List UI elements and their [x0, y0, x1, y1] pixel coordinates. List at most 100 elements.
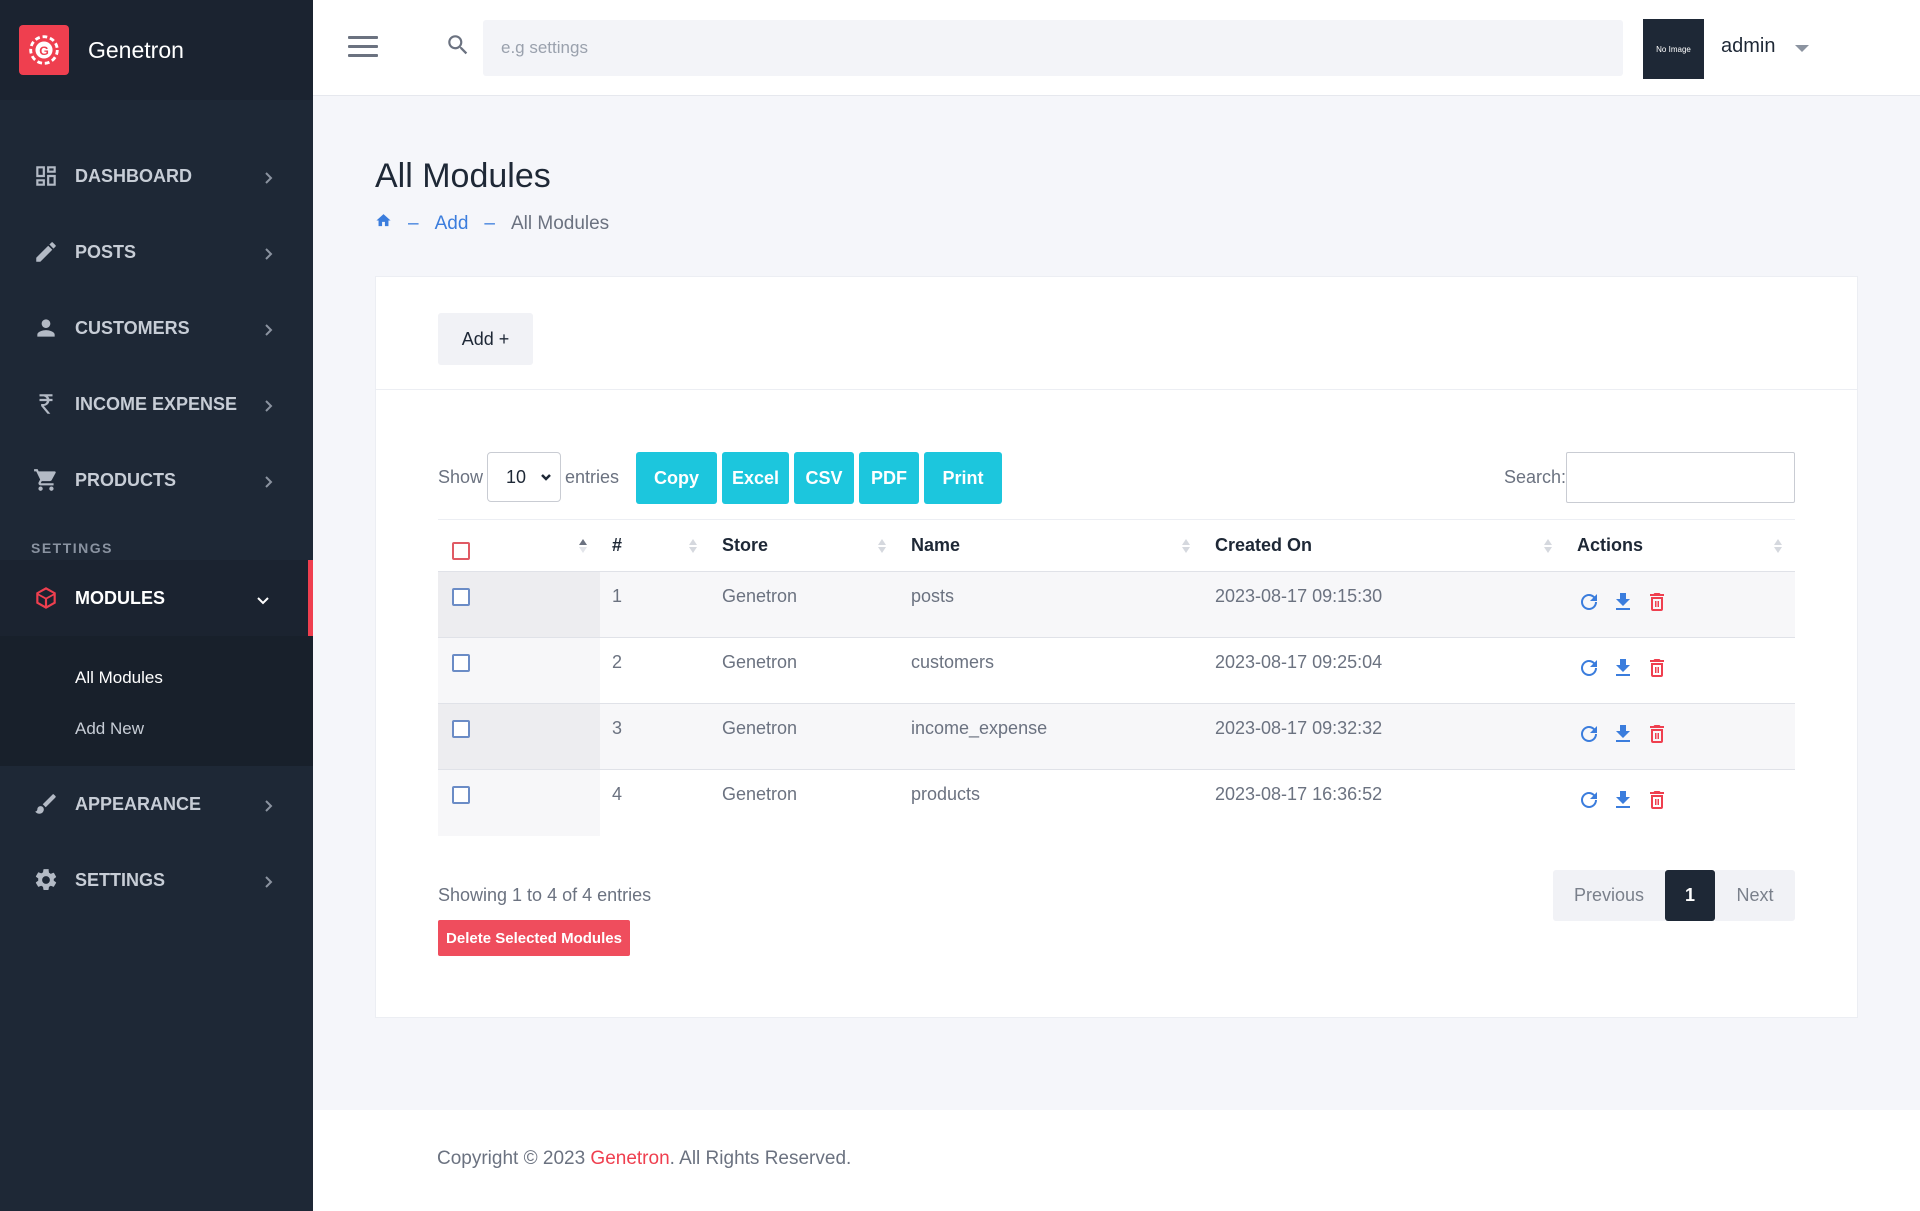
sidebar-item-income-expense[interactable]: INCOME EXPENSE	[0, 366, 313, 442]
cell-number: 3	[600, 703, 710, 770]
trash-icon[interactable]	[1645, 722, 1669, 746]
sidebar-item-label: INCOME EXPENSE	[75, 393, 238, 414]
sidebar-item-settings[interactable]: SETTINGS	[0, 842, 313, 918]
sidebar-item-label: PRODUCTS	[75, 469, 177, 490]
download-icon[interactable]	[1611, 656, 1635, 680]
trash-icon[interactable]	[1645, 656, 1669, 680]
sidebar-item-posts[interactable]: POSTS	[0, 214, 313, 290]
user-name[interactable]: admin	[1721, 35, 1776, 57]
pagination-previous[interactable]: Previous	[1553, 870, 1665, 921]
table-row: 3 Genetron income_expense 2023-08-17 09:…	[438, 703, 1795, 770]
column-header-store[interactable]: Store	[710, 519, 899, 572]
cell-name: income_expense	[899, 703, 1203, 770]
cell-created-on: 2023-08-17 09:15:30	[1203, 571, 1565, 638]
refresh-icon[interactable]	[1577, 788, 1601, 812]
home-icon[interactable]	[375, 212, 392, 235]
global-search-input[interactable]	[483, 20, 1623, 76]
copy-button[interactable]: Copy	[636, 452, 717, 504]
page-length-value: 10	[506, 466, 527, 487]
column-header-created-on[interactable]: Created On	[1203, 519, 1565, 572]
cell-created-on: 2023-08-17 09:32:32	[1203, 703, 1565, 770]
sidebar-item-products[interactable]: PRODUCTS	[0, 442, 313, 518]
add-module-button[interactable]: Add +	[438, 313, 533, 365]
pdf-button[interactable]: PDF	[859, 452, 919, 504]
pagination-page-1[interactable]: 1	[1665, 870, 1715, 921]
row-checkbox[interactable]	[452, 588, 470, 606]
trash-icon[interactable]	[1645, 590, 1669, 614]
row-checkbox[interactable]	[452, 654, 470, 672]
excel-button[interactable]: Excel	[722, 452, 789, 504]
sidebar-item-label: POSTS	[75, 241, 137, 262]
dashboard-icon	[32, 162, 60, 190]
page-title: All Modules	[375, 157, 551, 195]
brand-name: Genetron	[88, 36, 184, 63]
select-all-header[interactable]	[438, 519, 600, 572]
cell-number: 2	[600, 637, 710, 704]
download-icon[interactable]	[1611, 788, 1635, 812]
pagination-next[interactable]: Next	[1715, 870, 1795, 921]
column-label: #	[612, 535, 623, 555]
trash-icon[interactable]	[1645, 788, 1669, 812]
cell-created-on: 2023-08-17 16:36:52	[1215, 784, 1383, 804]
avatar[interactable]: No Image	[1643, 19, 1704, 79]
gear-icon	[32, 866, 60, 894]
table-search-input[interactable]	[1566, 452, 1795, 503]
chevron-down-icon	[256, 591, 270, 605]
column-header-actions[interactable]: Actions	[1565, 519, 1795, 572]
download-icon[interactable]	[1611, 590, 1635, 614]
table-header-row: # Store Name Created On Actions	[438, 519, 1795, 572]
copyright-suffix: . All Rights Reserved.	[669, 1148, 852, 1169]
row-select-cell	[438, 571, 600, 638]
table-info: Showing 1 to 4 of 4 entries	[438, 885, 652, 905]
sort-icon[interactable]	[877, 537, 887, 555]
caret-down-icon[interactable]	[1795, 45, 1809, 52]
table-row: 4 Genetron products 2023-08-17 16:36:52	[438, 769, 1795, 836]
select-all-checkbox[interactable]	[452, 541, 470, 560]
sidebar-item-appearance[interactable]: APPEARANCE	[0, 766, 313, 842]
sidebar-item-customers[interactable]: CUSTOMERS	[0, 290, 313, 366]
menu-toggle-icon[interactable]	[348, 36, 378, 58]
column-header-number[interactable]: #	[600, 519, 710, 572]
row-select-cell	[438, 637, 600, 704]
page-length-select[interactable]: 10	[487, 452, 562, 502]
column-label: Actions	[1577, 535, 1644, 555]
column-label: Created On	[1215, 535, 1313, 555]
sidebar-item-modules[interactable]: MODULES	[0, 560, 313, 636]
sidebar-item-dashboard[interactable]: DASHBOARD	[0, 138, 313, 214]
refresh-icon[interactable]	[1577, 590, 1601, 614]
refresh-icon[interactable]	[1577, 656, 1601, 680]
show-label: Show	[438, 466, 484, 487]
breadcrumb-separator: –	[408, 212, 419, 234]
cell-actions	[1565, 770, 1795, 836]
pagination: Previous 1 Next	[1553, 870, 1795, 921]
sort-icon[interactable]	[1181, 537, 1191, 555]
sort-icon[interactable]	[1773, 537, 1783, 555]
pencil-icon	[32, 238, 60, 266]
chevron-down-icon	[541, 474, 551, 481]
card-header: Add +	[376, 277, 1857, 390]
sort-asc-icon[interactable]	[578, 537, 588, 555]
modules-card: Add + Show 10 entries Copy Excel CSV PDF…	[375, 276, 1858, 1018]
sidebar-item-label: MODULES	[75, 587, 165, 608]
table-search-label: Search:	[1504, 467, 1567, 487]
refresh-icon[interactable]	[1577, 722, 1601, 746]
row-checkbox[interactable]	[452, 720, 470, 738]
cell-number: 4	[612, 784, 623, 804]
delete-selected-button[interactable]: Delete Selected Modules	[438, 920, 630, 956]
brand[interactable]: G Genetron	[0, 0, 313, 100]
cell-store: Genetron	[710, 637, 899, 704]
breadcrumb-link-add[interactable]: Add	[434, 212, 469, 234]
download-icon[interactable]	[1611, 722, 1635, 746]
row-checkbox[interactable]	[452, 786, 470, 804]
chevron-right-icon	[261, 245, 275, 260]
column-header-name[interactable]: Name	[899, 519, 1203, 572]
csv-button[interactable]: CSV	[794, 452, 854, 504]
sort-icon[interactable]	[688, 537, 698, 555]
sort-icon[interactable]	[1543, 537, 1553, 555]
cell-store: Genetron	[710, 571, 899, 638]
footer-brand-link[interactable]: Genetron	[590, 1148, 670, 1169]
print-button[interactable]: Print	[924, 452, 1002, 504]
submenu-item-all-modules[interactable]: All Modules	[75, 668, 163, 687]
submenu-item-add-new[interactable]: Add New	[75, 719, 144, 738]
breadcrumb: – Add – All Modules	[375, 212, 609, 235]
